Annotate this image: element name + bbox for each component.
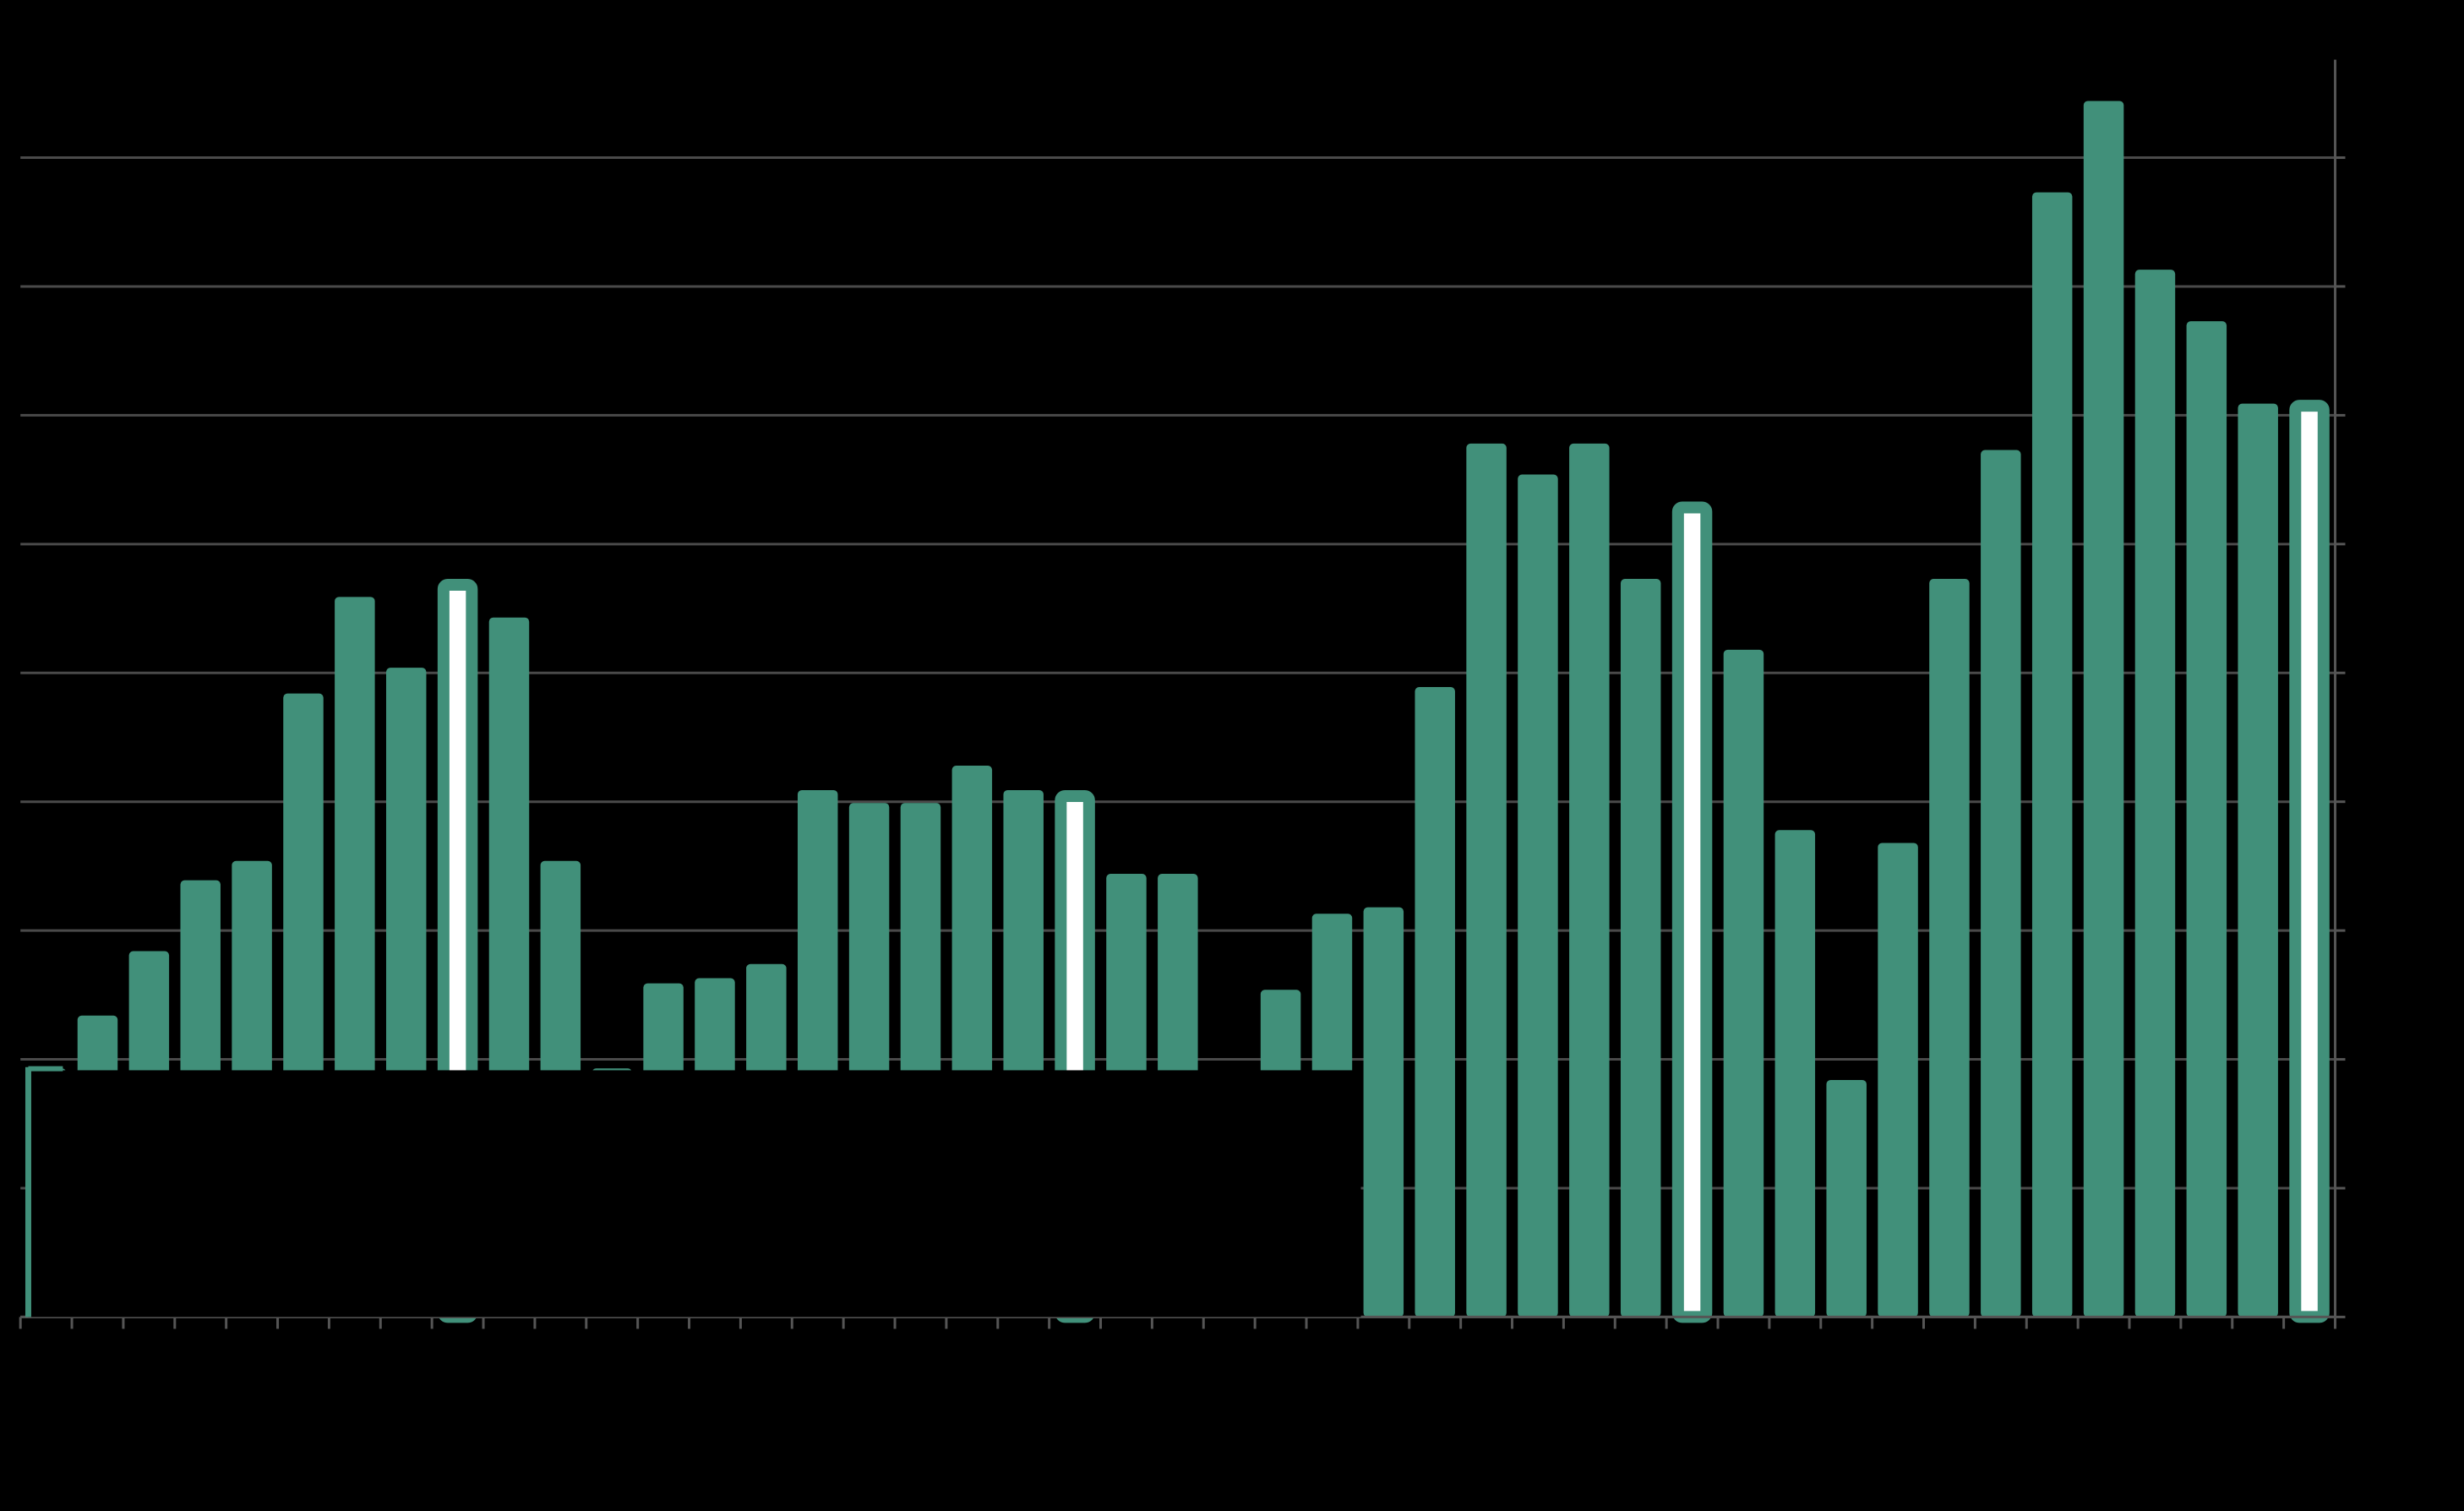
bar — [1620, 578, 1661, 1317]
bar — [1466, 443, 1507, 1317]
bar — [1518, 474, 1558, 1317]
bar — [1774, 830, 1816, 1317]
bar — [2134, 270, 2176, 1317]
bar — [1878, 843, 1918, 1317]
bar — [1929, 578, 1970, 1317]
bar — [1671, 501, 1713, 1323]
bar — [2186, 321, 2227, 1317]
bar — [1826, 1079, 1867, 1317]
bar — [2238, 403, 2278, 1317]
bar — [1415, 687, 1455, 1317]
bar — [1723, 649, 1764, 1317]
bar — [1569, 443, 1610, 1317]
bar — [2031, 192, 2073, 1317]
bar — [1981, 450, 2021, 1317]
bar — [2083, 101, 2124, 1317]
bar — [2289, 400, 2330, 1323]
bar — [1363, 907, 1404, 1317]
overlay-panel — [28, 1070, 1361, 1317]
